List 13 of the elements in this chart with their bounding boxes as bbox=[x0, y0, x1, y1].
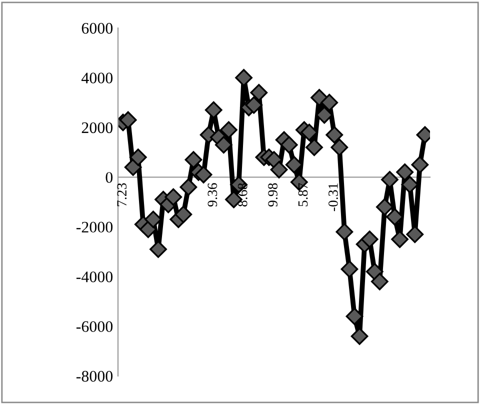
y-tick-label: -4000 bbox=[76, 271, 113, 282]
y-tick-label: -2000 bbox=[76, 222, 113, 233]
y-tick-label: 2000 bbox=[82, 122, 113, 134]
y-tick-label: -8000 bbox=[76, 370, 113, 382]
x-tick-label: 5.87 bbox=[298, 183, 308, 206]
y-tick-label: 0 bbox=[106, 172, 113, 183]
x-tick-label: 9.98 bbox=[268, 183, 278, 207]
x-tick-label: -0.31 bbox=[328, 184, 338, 212]
x-tick-label: 7.23 bbox=[117, 183, 127, 206]
y-tick-label: 6000 bbox=[82, 22, 113, 34]
y-tick-label: 4000 bbox=[82, 72, 113, 84]
x-tick-label: 9.36 bbox=[208, 183, 218, 207]
y-tick-label: -6000 bbox=[76, 321, 113, 332]
